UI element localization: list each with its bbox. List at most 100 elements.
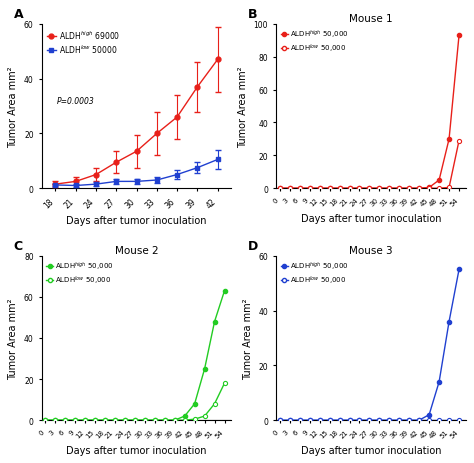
ALDH$^{low}$ 50,000 [82,418,88,423]
Text: D: D [248,240,258,253]
Y-axis label: Tumor Area mm²: Tumor Area mm² [9,66,18,147]
ALDH$^{low}$ 50,000 [337,418,342,423]
Text: C: C [14,240,23,253]
ALDH$^{low}$ 50,000 [287,186,292,192]
ALDH$^{low}$ 50,000 [376,418,382,423]
Line: ALDH$^{low}$ 50,000: ALDH$^{low}$ 50,000 [278,418,461,422]
ALDH$^{high}$ 50,000 [436,379,442,385]
ALDH$^{low}$ 50,000 [182,418,188,423]
ALDH$^{high}$ 50,000 [317,186,322,192]
ALDH$^{high}$ 50,000 [376,186,382,192]
ALDH$^{low}$ 50,000 [327,418,332,423]
X-axis label: Days after tumor inoculation: Days after tumor inoculation [66,216,207,226]
ALDH$^{low}$ 50,000 [446,418,452,423]
Y-axis label: Tumor Area mm²: Tumor Area mm² [243,298,253,379]
ALDH$^{low}$ 50,000 [317,418,322,423]
ALDH$^{low}$ 50,000 [142,418,148,423]
ALDH$^{low}$ 50,000 [356,418,362,423]
Y-axis label: Tumor Area mm²: Tumor Area mm² [9,298,18,379]
ALDH$^{high}$ 50,000 [356,418,362,423]
Legend: ALDH$^{high}$ 69000, ALDH$^{low}$ 50000: ALDH$^{high}$ 69000, ALDH$^{low}$ 50000 [46,29,121,56]
ALDH$^{low}$ 50,000 [162,418,168,423]
ALDH$^{high}$ 50,000 [152,418,158,423]
ALDH$^{high}$ 50,000 [142,418,148,423]
ALDH$^{high}$ 50,000 [327,418,332,423]
ALDH$^{high}$ 50,000 [92,418,98,423]
ALDH$^{low}$ 50,000 [192,416,198,422]
ALDH$^{low}$ 50,000 [212,401,218,407]
ALDH$^{high}$ 50,000 [426,185,432,191]
ALDH$^{low}$ 50,000 [287,418,292,423]
ALDH$^{high}$ 50,000 [297,418,302,423]
ALDH$^{low}$ 50,000 [92,418,98,423]
Line: ALDH$^{high}$ 50,000: ALDH$^{high}$ 50,000 [278,268,461,422]
ALDH$^{low}$ 50,000 [122,418,128,423]
Legend: ALDH$^{high}$ 50,000, ALDH$^{low}$ 50,000: ALDH$^{high}$ 50,000, ALDH$^{low}$ 50,00… [46,260,114,287]
ALDH$^{low}$ 50,000 [346,186,352,192]
ALDH$^{high}$ 50,000 [73,418,78,423]
Line: ALDH$^{high}$ 50,000: ALDH$^{high}$ 50,000 [278,34,461,191]
ALDH$^{low}$ 50,000 [396,418,402,423]
ALDH$^{low}$ 50,000 [366,418,372,423]
ALDH$^{low}$ 50,000 [456,418,462,423]
ALDH$^{high}$ 50,000 [53,418,58,423]
ALDH$^{low}$ 50,000 [277,418,283,423]
ALDH$^{low}$ 50,000 [307,418,312,423]
ALDH$^{high}$ 50,000 [162,418,168,423]
ALDH$^{high}$ 50,000 [337,186,342,192]
ALDH$^{high}$ 50,000 [112,418,118,423]
ALDH$^{low}$ 50,000 [297,418,302,423]
ALDH$^{low}$ 50,000 [456,138,462,144]
ALDH$^{high}$ 50,000 [132,418,138,423]
ALDH$^{high}$ 50,000 [376,418,382,423]
ALDH$^{high}$ 50,000 [82,418,88,423]
ALDH$^{low}$ 50,000 [337,186,342,192]
ALDH$^{high}$ 50,000 [406,186,412,192]
ALDH$^{high}$ 50,000 [436,178,442,183]
Line: ALDH$^{low}$ 50,000: ALDH$^{low}$ 50,000 [43,381,227,422]
Text: B: B [248,8,257,21]
ALDH$^{high}$ 50,000 [277,186,283,192]
ALDH$^{low}$ 50,000 [202,413,208,419]
Y-axis label: Tumor Area mm²: Tumor Area mm² [238,66,248,147]
ALDH$^{low}$ 50,000 [297,186,302,192]
ALDH$^{low}$ 50,000 [63,418,68,423]
Text: A: A [14,8,23,21]
ALDH$^{high}$ 50,000 [122,418,128,423]
ALDH$^{high}$ 50,000 [406,418,412,423]
ALDH$^{low}$ 50,000 [307,186,312,192]
ALDH$^{low}$ 50,000 [346,418,352,423]
ALDH$^{high}$ 50,000 [456,33,462,39]
ALDH$^{low}$ 50,000 [222,381,228,386]
ALDH$^{low}$ 50,000 [112,418,118,423]
Title: Mouse 1: Mouse 1 [349,14,393,24]
ALDH$^{high}$ 50,000 [446,137,452,143]
ALDH$^{high}$ 50,000 [386,418,392,423]
ALDH$^{high}$ 50,000 [346,186,352,192]
ALDH$^{high}$ 50,000 [287,186,292,192]
ALDH$^{high}$ 50,000 [426,412,432,418]
ALDH$^{high}$ 50,000 [337,418,342,423]
ALDH$^{low}$ 50,000 [73,418,78,423]
ALDH$^{low}$ 50,000 [396,186,402,192]
Legend: ALDH$^{high}$ 50,000, ALDH$^{low}$ 50,000: ALDH$^{high}$ 50,000, ALDH$^{low}$ 50,00… [280,28,349,56]
ALDH$^{low}$ 50,000 [366,186,372,192]
ALDH$^{low}$ 50,000 [327,186,332,192]
ALDH$^{high}$ 50,000 [346,418,352,423]
Title: Mouse 3: Mouse 3 [349,245,393,256]
ALDH$^{high}$ 50,000 [396,418,402,423]
ALDH$^{low}$ 50,000 [386,418,392,423]
ALDH$^{high}$ 50,000 [43,418,48,423]
ALDH$^{low}$ 50,000 [426,186,432,192]
ALDH$^{low}$ 50,000 [386,186,392,192]
ALDH$^{low}$ 50,000 [356,186,362,192]
ALDH$^{high}$ 50,000 [446,319,452,325]
ALDH$^{high}$ 50,000 [192,401,198,407]
ALDH$^{high}$ 50,000 [456,267,462,273]
ALDH$^{high}$ 50,000 [277,418,283,423]
ALDH$^{high}$ 50,000 [307,186,312,192]
ALDH$^{low}$ 50,000 [277,186,283,192]
ALDH$^{high}$ 50,000 [366,186,372,192]
ALDH$^{high}$ 50,000 [102,418,108,423]
ALDH$^{low}$ 50,000 [172,418,178,423]
